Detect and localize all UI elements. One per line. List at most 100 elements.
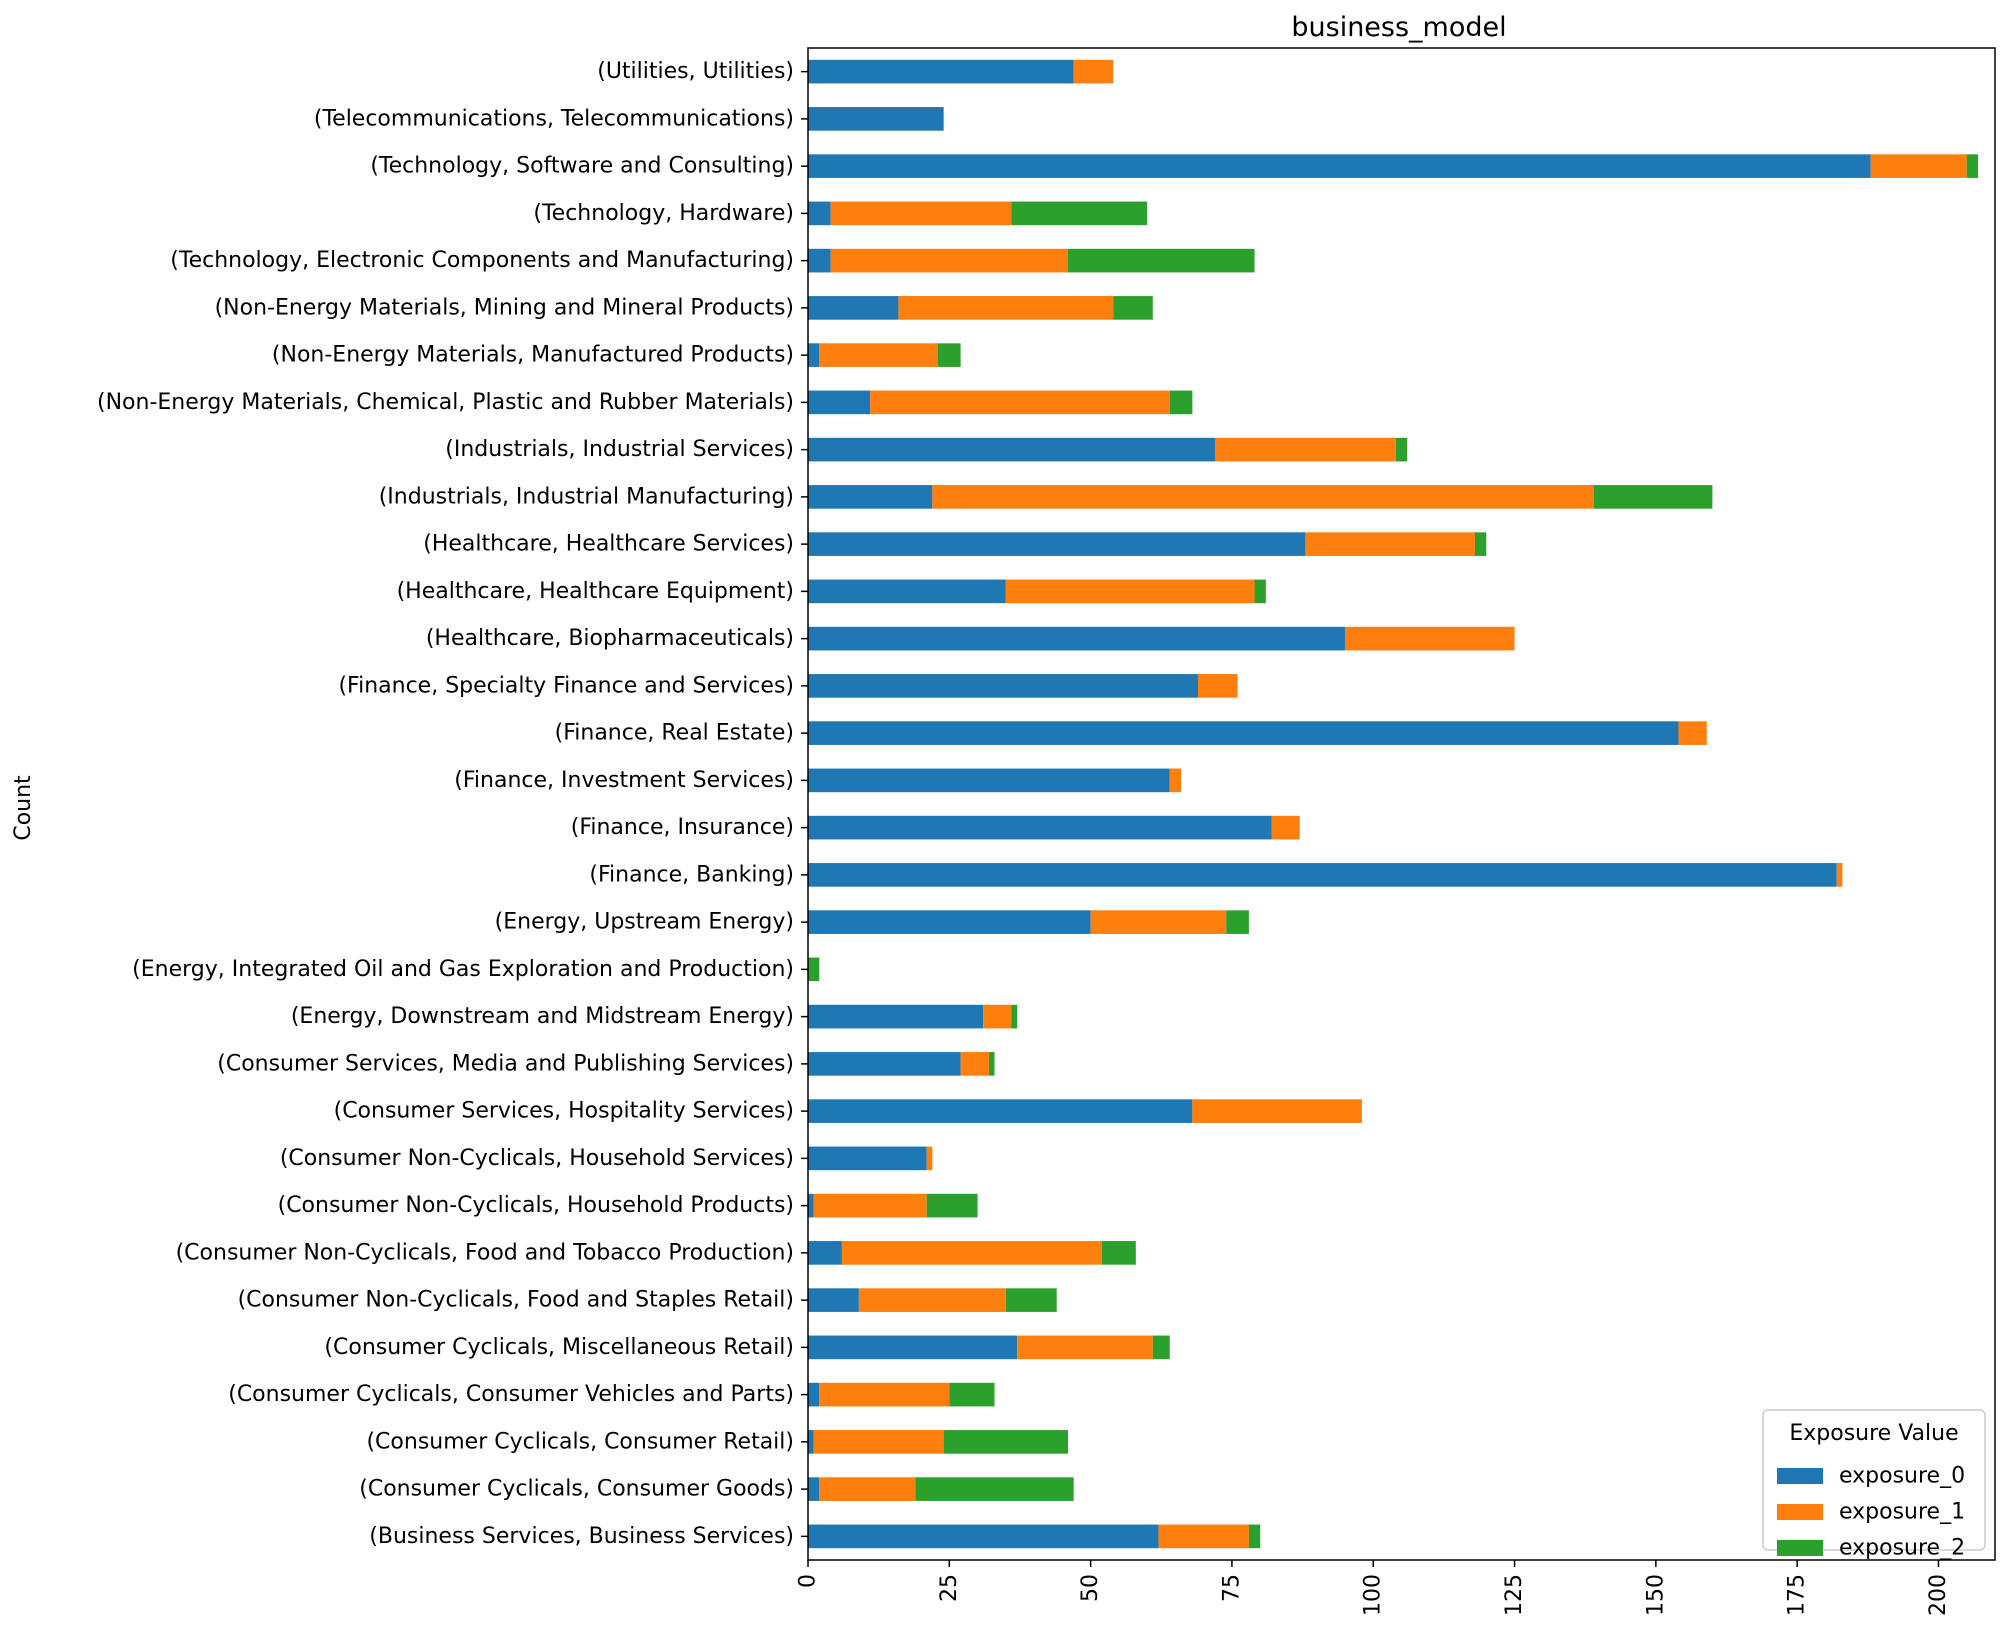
legend-label-exposure_1: exposure_1: [1839, 1500, 1965, 1525]
bar-exposure_1-31: [1158, 1524, 1249, 1549]
y-tick-label: (Consumer Non-Cyclicals, Household Produ…: [278, 1193, 794, 1218]
bar-exposure_1-18: [1090, 910, 1227, 934]
x-tick-label: 175: [1785, 1574, 1810, 1616]
bar-exposure_0-10: [808, 532, 1306, 556]
bar-exposure_1-4: [830, 248, 1069, 273]
bar-exposure_0-31: [808, 1524, 1159, 1549]
bar-exposure_0-23: [808, 1146, 927, 1171]
bar-exposure_2-20: [1011, 1004, 1018, 1029]
x-tick-label: 100: [1361, 1574, 1386, 1616]
bar-exposure_1-12: [1344, 626, 1515, 651]
legend-swatch-exposure_2: [1777, 1540, 1823, 1556]
y-tick-label: (Consumer Non-Cyclicals, Food and Tobacc…: [176, 1240, 794, 1265]
bar-exposure_1-26: [858, 1288, 1006, 1312]
y-tick-label: (Energy, Integrated Oil and Gas Explorat…: [132, 957, 794, 982]
y-tick-label: (Consumer Cyclicals, Consumer Goods): [359, 1477, 794, 1502]
y-tick-label: (Technology, Hardware): [533, 201, 794, 226]
bars-layer: [808, 59, 1979, 1549]
x-ticks-layer: 0 25 50 75 100 125 150 175 200: [796, 1560, 1951, 1616]
bar-exposure_1-27: [1017, 1335, 1153, 1360]
y-tick-label: (Non-Energy Materials, Mining and Minera…: [215, 295, 794, 320]
bar-exposure_2-28: [949, 1382, 995, 1407]
y-tick-label: (Consumer Non-Cyclicals, Food and Staple…: [238, 1288, 794, 1313]
bar-exposure_1-10: [1305, 532, 1475, 556]
bar-exposure_0-29: [808, 1430, 814, 1454]
bar-exposure_2-24: [926, 1193, 978, 1218]
legend: Exposure Value exposure_0 exposure_1expos…: [1762, 1409, 1986, 1561]
bar-exposure_2-26: [1005, 1288, 1057, 1312]
bar-exposure_2-29: [943, 1430, 1069, 1454]
bar-exposure_1-30: [819, 1477, 916, 1501]
bar-exposure_0-18: [808, 910, 1091, 934]
y-tick-label: (Utilities, Utilities): [597, 59, 794, 84]
bar-exposure_1-5: [898, 296, 1114, 320]
bar-exposure_1-0: [1073, 59, 1114, 84]
bar-exposure_1-9: [932, 485, 1594, 509]
bar-exposure_2-19: [808, 957, 820, 982]
bar-exposure_2-8: [1395, 437, 1408, 462]
y-tick-label: (Non-Energy Materials, Manufactured Prod…: [272, 343, 794, 368]
bar-exposure_2-10: [1474, 532, 1487, 556]
bar-exposure_2-11: [1254, 579, 1266, 604]
bar-exposure_0-5: [808, 296, 899, 320]
bar-exposure_1-24: [813, 1193, 927, 1218]
bar-exposure_0-8: [808, 437, 1215, 462]
bar-exposure_1-28: [819, 1382, 950, 1407]
bar-exposure_2-6: [938, 343, 961, 367]
bar-exposure_1-20: [983, 1004, 1012, 1029]
bar-exposure_2-27: [1152, 1335, 1170, 1360]
bar-exposure_0-24: [808, 1193, 814, 1218]
y-tick-label: (Consumer Cyclicals, Consumer Retail): [366, 1429, 794, 1454]
bar-exposure_2-5: [1113, 296, 1153, 320]
bar-exposure_2-31: [1248, 1524, 1261, 1549]
x-tick-label: 75: [1219, 1574, 1244, 1602]
y-tick-label: (Finance, Insurance): [571, 815, 794, 840]
y-tick-label: (Finance, Investment Services): [454, 768, 794, 793]
bar-exposure_0-6: [808, 343, 820, 367]
bar-exposure_2-3: [1011, 201, 1148, 226]
y-tick-label: (Consumer Services, Hospitality Services…: [334, 1099, 794, 1124]
y-tick-label: (Consumer Services, Media and Publishing…: [217, 1051, 794, 1076]
bar-exposure_2-7: [1169, 390, 1193, 415]
x-tick-label: 0: [796, 1574, 821, 1588]
bar-exposure_0-9: [808, 485, 933, 509]
bar-exposure_0-3: [808, 201, 831, 226]
bar-exposure_0-0: [808, 59, 1074, 84]
bar-exposure_1-23: [926, 1146, 933, 1171]
bar-exposure_0-27: [808, 1335, 1018, 1360]
bar-exposure_1-2: [1870, 154, 1967, 178]
legend-label-exposure_2: exposure_2: [1839, 1536, 1965, 1561]
bar-exposure_0-22: [808, 1099, 1193, 1123]
y-ticks-layer: (Utilities, Utilities) (Telecommunication…: [97, 59, 808, 1549]
bar-exposure_0-15: [808, 768, 1170, 793]
y-tick-label: (Telecommunications, Telecommunications): [314, 106, 794, 131]
y-tick-label: (Energy, Downstream and Midstream Energy…: [291, 1004, 794, 1029]
bar-exposure_1-21: [960, 1052, 989, 1076]
bar-exposure_0-12: [808, 626, 1345, 651]
y-tick-label: (Finance, Specialty Finance and Services…: [338, 673, 794, 698]
x-tick-label: 200: [1926, 1574, 1951, 1616]
bar-exposure_0-16: [808, 815, 1272, 840]
bar-exposure_1-15: [1169, 768, 1182, 793]
bar-exposure_2-4: [1068, 248, 1255, 273]
y-tick-label: (Finance, Banking): [589, 862, 794, 887]
bar-exposure_1-29: [813, 1430, 944, 1454]
bar-exposure_1-6: [819, 343, 939, 367]
x-tick-label: 125: [1502, 1574, 1527, 1616]
bar-exposure_0-25: [808, 1241, 842, 1265]
y-tick-label: (Energy, Upstream Energy): [495, 910, 794, 935]
bar-exposure_2-25: [1101, 1241, 1136, 1265]
chart-title: business_model: [1291, 12, 1506, 43]
y-tick-label: (Finance, Real Estate): [555, 721, 794, 746]
y-tick-label: (Healthcare, Healthcare Equipment): [397, 579, 794, 604]
bar-exposure_0-4: [808, 248, 831, 273]
legend-label-exposure_0: exposure_0: [1839, 1464, 1965, 1489]
bar-exposure_1-22: [1192, 1099, 1362, 1123]
y-tick-label: (Non-Energy Materials, Chemical, Plastic…: [97, 390, 794, 415]
y-tick-label: (Industrials, Industrial Manufacturing): [379, 484, 794, 509]
bar-exposure_1-11: [1005, 579, 1255, 604]
legend-entries: exposure_0 exposure_1 exposure_2: [1777, 1464, 1965, 1561]
bar-exposure_1-17: [1836, 863, 1843, 887]
bar-exposure_1-7: [870, 390, 1170, 415]
